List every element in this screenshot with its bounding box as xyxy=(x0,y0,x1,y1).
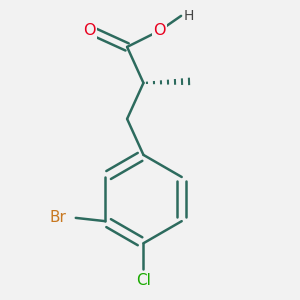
Text: O: O xyxy=(83,23,96,38)
Text: Cl: Cl xyxy=(136,273,151,288)
Text: O: O xyxy=(154,23,166,38)
Text: H: H xyxy=(184,9,194,23)
Text: Br: Br xyxy=(49,210,66,225)
